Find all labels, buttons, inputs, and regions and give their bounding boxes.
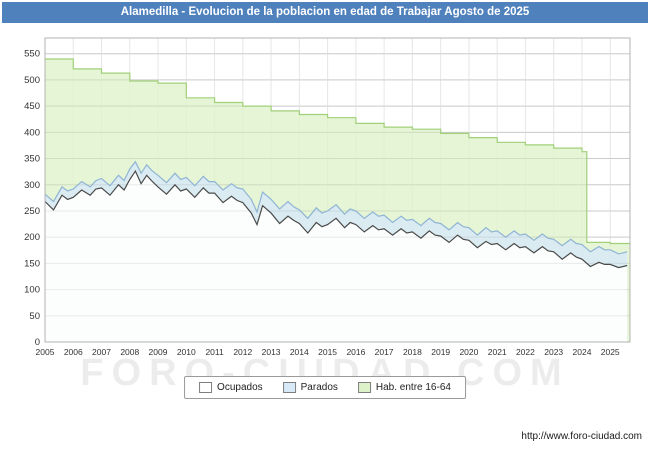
title-bar: Alamedilla - Evolucion de la poblacion e… bbox=[2, 2, 648, 23]
legend-swatch-parados bbox=[282, 382, 296, 393]
svg-text:2017: 2017 bbox=[375, 347, 394, 357]
plot-border bbox=[44, 37, 631, 343]
legend-swatch-ocupados bbox=[199, 382, 213, 393]
svg-text:2024: 2024 bbox=[573, 347, 592, 357]
parados-line bbox=[44, 160, 628, 255]
legend: Ocupados Parados Hab. entre 16-64 bbox=[184, 376, 466, 399]
legend-label-parados: Parados bbox=[300, 382, 338, 393]
svg-text:2006: 2006 bbox=[64, 347, 83, 357]
svg-text:2015: 2015 bbox=[318, 347, 337, 357]
svg-text:2019: 2019 bbox=[431, 347, 450, 357]
svg-text:2018: 2018 bbox=[403, 347, 422, 357]
svg-text:2025: 2025 bbox=[601, 347, 620, 357]
page-title: Alamedilla - Evolucion de la poblacion e… bbox=[120, 6, 530, 18]
svg-text:50: 50 bbox=[29, 311, 40, 322]
legend-item-hab-16-64: Hab. entre 16-64 bbox=[357, 382, 451, 393]
legend-item-ocupados: Ocupados bbox=[199, 382, 263, 393]
footer-link[interactable]: http://www.foro-ciudad.com bbox=[521, 431, 642, 442]
svg-text:2007: 2007 bbox=[92, 347, 111, 357]
svg-text:2012: 2012 bbox=[233, 347, 252, 357]
ocupados-area bbox=[45, 171, 628, 342]
svg-text:2005: 2005 bbox=[36, 347, 55, 357]
legend-label-hab-16-64: Hab. entre 16-64 bbox=[375, 382, 451, 393]
ocupados-line bbox=[44, 169, 628, 269]
svg-text:350: 350 bbox=[24, 154, 40, 165]
legend-label-ocupados: Ocupados bbox=[217, 382, 263, 393]
x-axis-labels: 2005 2006 2007 2008 2009 2010 2011 2012 2013 2014… bbox=[36, 347, 620, 357]
svg-text:450: 450 bbox=[24, 101, 40, 112]
svg-text:2011: 2011 bbox=[205, 347, 224, 357]
svg-text:200: 200 bbox=[24, 232, 40, 243]
y-axis-labels: 0 50 100 150 200 250 300 350 400 450 500 550 bbox=[24, 49, 40, 348]
svg-text:2010: 2010 bbox=[177, 347, 196, 357]
svg-text:300: 300 bbox=[24, 180, 40, 191]
svg-text:2008: 2008 bbox=[120, 347, 139, 357]
svg-text:400: 400 bbox=[24, 127, 40, 138]
svg-text:100: 100 bbox=[24, 285, 40, 296]
svg-text:500: 500 bbox=[24, 75, 40, 86]
legend-swatch-hab-16-64 bbox=[357, 382, 371, 393]
legend-item-parados: Parados bbox=[282, 382, 338, 393]
svg-text:150: 150 bbox=[24, 258, 40, 269]
svg-text:250: 250 bbox=[24, 206, 40, 217]
footer: http://www.foro-ciudad.com bbox=[521, 431, 642, 442]
svg-text:2009: 2009 bbox=[149, 347, 168, 357]
svg-text:2014: 2014 bbox=[290, 347, 309, 357]
svg-text:0: 0 bbox=[35, 337, 40, 348]
svg-text:550: 550 bbox=[24, 49, 40, 60]
svg-text:2021: 2021 bbox=[488, 347, 507, 357]
svg-text:2023: 2023 bbox=[544, 347, 563, 357]
svg-text:2022: 2022 bbox=[516, 347, 535, 357]
svg-text:2013: 2013 bbox=[262, 347, 281, 357]
svg-text:2016: 2016 bbox=[346, 347, 365, 357]
svg-text:2020: 2020 bbox=[459, 347, 478, 357]
hab-entre-16-64-line bbox=[45, 58, 631, 245]
gridlines-overlay bbox=[45, 53, 630, 317]
